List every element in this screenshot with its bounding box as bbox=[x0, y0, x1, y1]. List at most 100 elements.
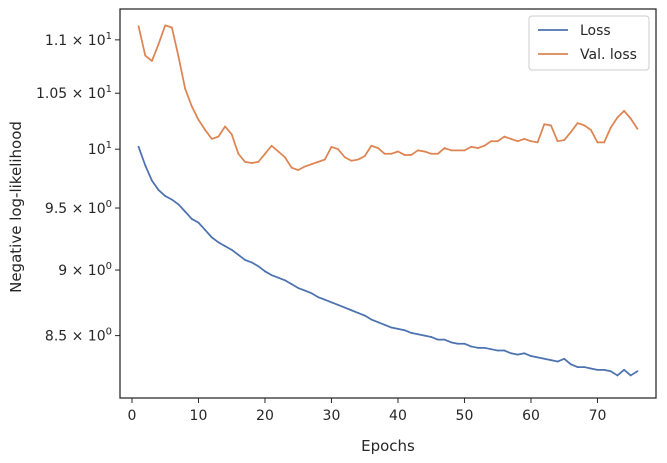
data-point bbox=[603, 368, 606, 371]
y-tick-label: 1.05 × 101 bbox=[36, 84, 112, 102]
data-point bbox=[410, 332, 413, 334]
data-point bbox=[151, 179, 153, 182]
data-point bbox=[297, 287, 300, 289]
data-point bbox=[563, 357, 566, 360]
x-tick-label: 30 bbox=[323, 408, 341, 424]
data-point bbox=[204, 128, 207, 131]
x-tick-label: 40 bbox=[389, 408, 407, 424]
data-point bbox=[170, 198, 173, 201]
series-points-loss bbox=[137, 146, 639, 377]
y-tick-exponent: 0 bbox=[106, 199, 112, 210]
data-point bbox=[350, 309, 353, 312]
data-point bbox=[496, 349, 499, 352]
data-point bbox=[257, 265, 260, 268]
data-point bbox=[456, 149, 459, 152]
data-point bbox=[563, 139, 566, 141]
data-point bbox=[303, 165, 306, 168]
data-point bbox=[317, 296, 320, 299]
data-point bbox=[164, 195, 167, 197]
y-axis-label: Negative log-likelihood bbox=[7, 121, 25, 293]
data-point bbox=[363, 314, 366, 317]
data-point bbox=[536, 356, 539, 359]
data-point bbox=[576, 122, 579, 125]
data-point bbox=[483, 144, 486, 147]
data-point bbox=[184, 210, 187, 213]
data-point bbox=[137, 25, 140, 28]
data-point bbox=[583, 124, 586, 127]
data-point bbox=[523, 352, 526, 355]
data-point bbox=[423, 150, 426, 153]
data-point bbox=[377, 147, 379, 149]
data-point bbox=[224, 125, 226, 128]
data-point bbox=[197, 221, 200, 224]
data-point bbox=[184, 87, 187, 90]
data-point bbox=[357, 158, 359, 161]
y-tick-exponent: 1 bbox=[106, 31, 112, 42]
data-point bbox=[383, 152, 386, 155]
legend: Loss Val. loss bbox=[528, 15, 650, 71]
data-point bbox=[370, 318, 373, 321]
data-point bbox=[423, 334, 426, 337]
data-point bbox=[516, 353, 519, 356]
data-point bbox=[330, 301, 333, 304]
data-point bbox=[629, 374, 632, 377]
data-point bbox=[270, 274, 273, 277]
data-point bbox=[190, 105, 193, 108]
data-point bbox=[510, 352, 512, 355]
data-point bbox=[436, 152, 439, 155]
data-point bbox=[164, 24, 167, 27]
data-point bbox=[616, 116, 619, 119]
data-point bbox=[450, 341, 453, 344]
series-line-loss bbox=[137, 146, 639, 377]
data-point bbox=[397, 327, 399, 330]
data-point bbox=[470, 345, 473, 348]
data-point bbox=[636, 370, 639, 373]
data-point bbox=[190, 218, 193, 220]
legend-label-val-loss: Val. loss bbox=[580, 47, 637, 63]
data-point bbox=[230, 248, 233, 251]
data-point bbox=[151, 60, 153, 62]
data-point bbox=[237, 152, 240, 155]
data-point bbox=[257, 160, 260, 163]
data-point bbox=[530, 355, 532, 357]
x-axis-ticks: 0 10 20 30 40 50 60 70 bbox=[128, 398, 606, 424]
series-points-val-loss bbox=[137, 24, 639, 171]
data-point bbox=[197, 118, 200, 121]
data-point bbox=[230, 133, 233, 136]
data-point bbox=[357, 311, 359, 314]
data-point bbox=[250, 261, 253, 264]
data-point bbox=[589, 128, 592, 131]
data-point bbox=[177, 55, 180, 58]
data-point bbox=[476, 147, 479, 149]
x-tick-label: 10 bbox=[190, 408, 208, 424]
data-point bbox=[569, 363, 572, 366]
data-point bbox=[436, 338, 439, 341]
data-point bbox=[490, 140, 492, 143]
data-point bbox=[330, 146, 333, 148]
y-tick-label: 101 bbox=[88, 140, 112, 158]
data-point bbox=[337, 148, 340, 151]
y-tick-exponent: 1 bbox=[106, 84, 112, 95]
x-tick-label: 50 bbox=[456, 408, 474, 424]
data-point bbox=[576, 366, 579, 368]
data-point bbox=[310, 292, 313, 295]
data-point bbox=[337, 304, 340, 306]
data-point bbox=[417, 333, 419, 336]
y-tick-exponent: 0 bbox=[106, 261, 112, 272]
data-point bbox=[217, 241, 220, 244]
data-point bbox=[543, 357, 546, 360]
data-point bbox=[623, 368, 625, 371]
data-point bbox=[343, 306, 346, 309]
data-point bbox=[377, 321, 379, 324]
data-point bbox=[290, 166, 293, 169]
data-point bbox=[244, 160, 246, 163]
data-point bbox=[450, 149, 453, 152]
data-point bbox=[284, 279, 286, 282]
series-layer bbox=[137, 24, 639, 377]
x-tick-label: 20 bbox=[256, 408, 274, 424]
data-point bbox=[456, 342, 459, 345]
data-point bbox=[310, 163, 313, 166]
data-point bbox=[170, 26, 173, 29]
data-point bbox=[609, 370, 612, 373]
data-point bbox=[303, 289, 306, 292]
